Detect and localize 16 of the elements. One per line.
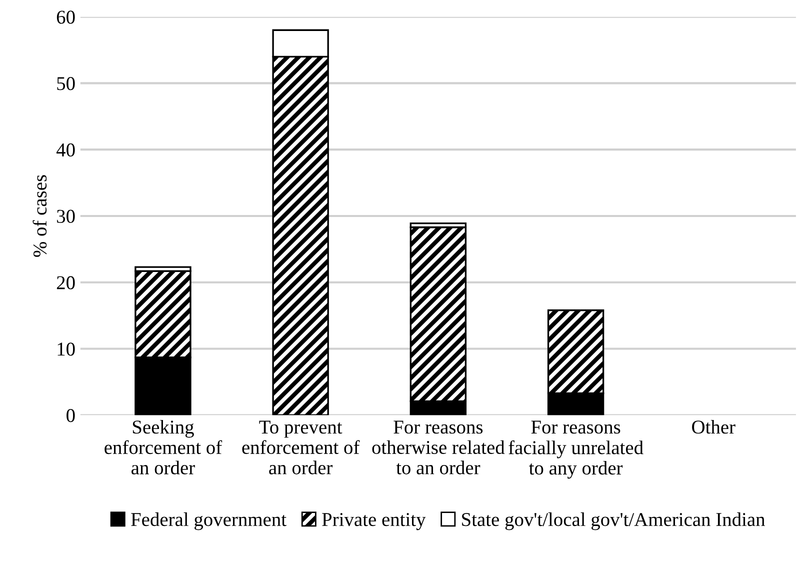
x-tick-label: Other [692, 420, 736, 434]
x-tick-label: For reasons otherwise related to an order [372, 420, 505, 474]
y-tick-label: 20 [56, 276, 75, 290]
y-axis-title: % of cases [32, 175, 47, 257]
y-tick-label: 30 [57, 210, 75, 223]
x-tick-label: To prevent enforcement of an order [242, 420, 360, 474]
y-tick-label: 60 [56, 10, 75, 24]
x-tick-label: For reasons facially unrelated to any order [508, 420, 644, 479]
y-tick-label: 0 [66, 408, 75, 422]
x-tick-label: Seeking enforcement of an order [104, 420, 222, 474]
y-tick-label: 50 [57, 77, 75, 90]
legend-label: Private entity [322, 513, 426, 530]
y-tick-label: 10 [58, 342, 75, 356]
y-tick-label: 40 [56, 143, 75, 157]
legend-label: State gov't/local gov't/American Indian [462, 512, 766, 530]
legend-label: Federal government [131, 512, 286, 530]
